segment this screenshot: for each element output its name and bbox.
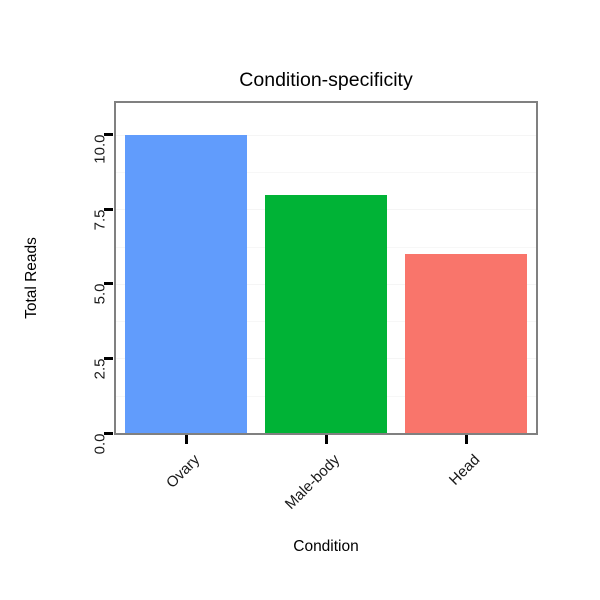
plot-area — [116, 103, 536, 433]
y-axis-title: Total Reads — [23, 237, 40, 319]
bar-head — [405, 254, 527, 433]
bar-ovary — [125, 134, 247, 433]
x-axis-title: Condition — [293, 538, 359, 555]
bar-male-body — [265, 194, 387, 433]
y-axis-tick-label: 0.0 — [91, 433, 109, 454]
y-axis-tick-label: 7.5 — [91, 209, 109, 231]
x-axis-tick — [324, 435, 328, 444]
y-axis-tick-label: 10.0 — [91, 134, 109, 165]
x-axis-tick — [184, 435, 188, 444]
chart-title: Condition-specificity — [239, 69, 413, 91]
y-axis-tick-labels: 0.0 2.5 5.0 7.5 10.0 — [0, 0, 109, 600]
y-axis-tick-label: 2.5 — [91, 358, 109, 380]
y-axis-tick — [104, 282, 113, 286]
plot-panel — [114, 101, 538, 435]
gridline-major — [116, 134, 536, 136]
y-axis-tick-label: 5.0 — [91, 283, 109, 305]
y-axis-tick — [104, 431, 113, 435]
x-axis-tick — [464, 435, 468, 444]
y-axis-tick — [104, 207, 113, 211]
y-axis-tick — [104, 133, 113, 137]
y-axis-tick — [104, 356, 113, 360]
gridline-minor — [116, 172, 536, 174]
